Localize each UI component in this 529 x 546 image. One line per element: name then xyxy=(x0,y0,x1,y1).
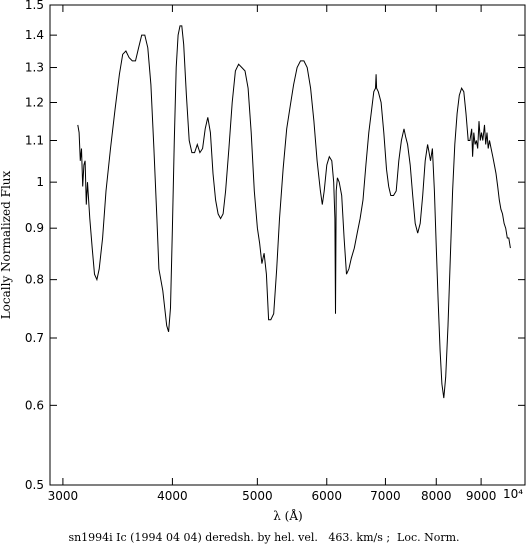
x-tick-label: 5000 xyxy=(242,489,273,503)
x-tick-label: 6000 xyxy=(311,489,342,503)
y-tick-label: 1 xyxy=(36,175,44,189)
y-tick-label: 0.6 xyxy=(25,398,44,412)
x-tick-label: 8000 xyxy=(421,489,452,503)
y-tick-label: 1.2 xyxy=(25,95,44,109)
y-tick-label: 1.5 xyxy=(25,0,44,12)
x-tick-label: 7000 xyxy=(370,489,401,503)
x-exponent-label: 10⁴ xyxy=(503,487,523,501)
y-axis-title: Locally Normalized Flux xyxy=(0,170,13,319)
spectrum-series-line xyxy=(77,25,511,399)
y-tick-label: 0.9 xyxy=(25,221,44,235)
y-tick-label: 0.8 xyxy=(25,273,44,287)
y-tick-label: 1.1 xyxy=(25,134,44,148)
x-axis-ticks: 3000 4000 5000 6000 7000 8000 9000 xyxy=(48,5,497,503)
y-tick-label: 0.7 xyxy=(25,331,44,345)
plot-frame xyxy=(49,4,526,486)
x-axis-title: λ (Å) xyxy=(273,508,302,523)
y-tick-label: 1.3 xyxy=(25,61,44,75)
y-axis-ticks: 0.5 0.6 0.7 0.8 0.9 1 1.1 1.2 1.3 1.4 1.5 xyxy=(25,0,525,492)
chart-caption: sn1994i Ic (1994 04 04) deredsh. by hel.… xyxy=(68,531,459,544)
x-tick-label: 9000 xyxy=(466,489,497,503)
x-tick-label: 4000 xyxy=(157,489,188,503)
y-tick-label: 1.4 xyxy=(25,28,44,42)
y-tick-label: 0.5 xyxy=(25,478,44,492)
x-tick-label: 3000 xyxy=(48,489,79,503)
